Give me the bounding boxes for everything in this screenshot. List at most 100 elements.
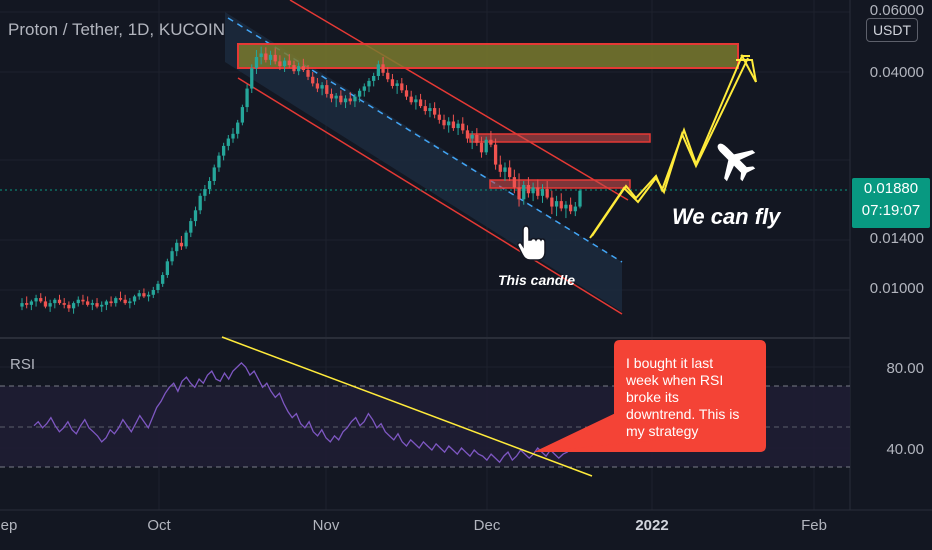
candle-body (236, 122, 240, 134)
candle-body (325, 85, 329, 94)
candle-body (550, 197, 554, 207)
projection-path-main (589, 57, 749, 239)
candle-body (109, 301, 113, 304)
rsi-trendline (221, 336, 593, 477)
candle-body (395, 83, 399, 86)
candle-body (428, 108, 432, 112)
candle-body (545, 189, 549, 198)
fly-annotation: We can fly (672, 204, 781, 229)
candles-group (20, 46, 582, 314)
candle-body (198, 195, 202, 211)
candle-body (573, 206, 577, 212)
y-tick-label: 0.04000 (869, 64, 924, 81)
candle-body (250, 68, 254, 89)
candle-body (161, 275, 165, 284)
candle-body (297, 66, 301, 72)
candle-body (156, 283, 160, 290)
candle-body (447, 121, 451, 126)
candle-body (311, 76, 315, 84)
candle-body (315, 83, 320, 89)
candle-body (151, 290, 155, 295)
candle-body (179, 242, 184, 247)
candle-body (231, 133, 235, 139)
resistance-zone-top (238, 44, 738, 68)
x-tick-label: 2022 (635, 517, 669, 534)
candle-body (503, 167, 507, 172)
last-price-value: 0.01880 (863, 180, 919, 197)
y-tick-label: 0.06000 (869, 2, 924, 19)
candle-body (372, 75, 376, 81)
candle-body (212, 167, 216, 181)
candle-body (334, 95, 338, 99)
candle-body (90, 303, 94, 305)
candle-body (81, 299, 85, 302)
candle-body (343, 98, 348, 103)
candle-body (400, 83, 404, 91)
candle-body (142, 293, 146, 297)
y-tick-label: 0.01000 (869, 280, 924, 297)
candle-body (20, 303, 24, 307)
candle-body (320, 85, 324, 89)
candle-body (95, 303, 99, 307)
candle-body (71, 303, 76, 309)
hand-pointer-icon (517, 225, 546, 261)
candle-body (559, 201, 563, 209)
candle-body (43, 301, 48, 307)
candle-body (62, 303, 66, 305)
candle-body (207, 181, 212, 190)
rsi-y-tick-label: 80.00 (886, 360, 924, 377)
candle-body (493, 144, 498, 165)
resistance-zone-top-border (237, 43, 739, 69)
candle-body (451, 121, 456, 129)
candle-body (132, 296, 137, 302)
resistance-zone-low (490, 180, 630, 188)
candle-body (189, 221, 193, 233)
candle-body (508, 167, 512, 178)
last-price-tag: 0.01880 07:19:07 (852, 178, 930, 228)
candle-body (240, 107, 245, 123)
x-tick-label: Oct (147, 517, 171, 534)
candle-body (104, 301, 109, 305)
candle-body (376, 64, 381, 76)
candle-body (554, 201, 559, 207)
candle-body (404, 90, 409, 97)
candle-body (29, 301, 34, 305)
candle-body (53, 299, 57, 304)
candle-body (221, 145, 226, 156)
candle-body (512, 177, 516, 188)
candle-body (203, 189, 207, 196)
candle-body (470, 134, 474, 139)
currency-button[interactable]: USDT (866, 18, 918, 42)
candle-body (193, 210, 198, 222)
candle-body (517, 187, 521, 200)
candle-body (67, 304, 71, 309)
candle-body (57, 299, 62, 304)
channel-lower-line (237, 77, 623, 315)
resistance-zone-low-border (489, 179, 631, 189)
candle-body (268, 54, 273, 60)
candle-body (442, 119, 446, 126)
candle-body (123, 299, 127, 304)
candle-body (118, 298, 123, 300)
candle-body (165, 261, 170, 276)
candle-body (48, 303, 52, 307)
channel-upper-line (289, 0, 629, 201)
candle-body (479, 142, 484, 153)
candle-body (564, 204, 568, 209)
candle-body (362, 86, 366, 91)
candle-body (484, 139, 488, 153)
candle-body (381, 64, 385, 73)
candle-body (568, 204, 573, 212)
candle-body (414, 99, 418, 103)
x-tick-label: Feb (801, 517, 827, 534)
speech-bubble (534, 340, 766, 452)
bubble-annotation: I bought it last week when RSI broke its… (626, 355, 740, 439)
candle-body (306, 70, 310, 77)
candle-body (76, 299, 80, 304)
x-tick-label: Sep (0, 517, 18, 534)
candle-body (348, 98, 352, 102)
candle-body (531, 187, 535, 194)
candle-body (536, 187, 540, 196)
candle-body (357, 90, 362, 97)
